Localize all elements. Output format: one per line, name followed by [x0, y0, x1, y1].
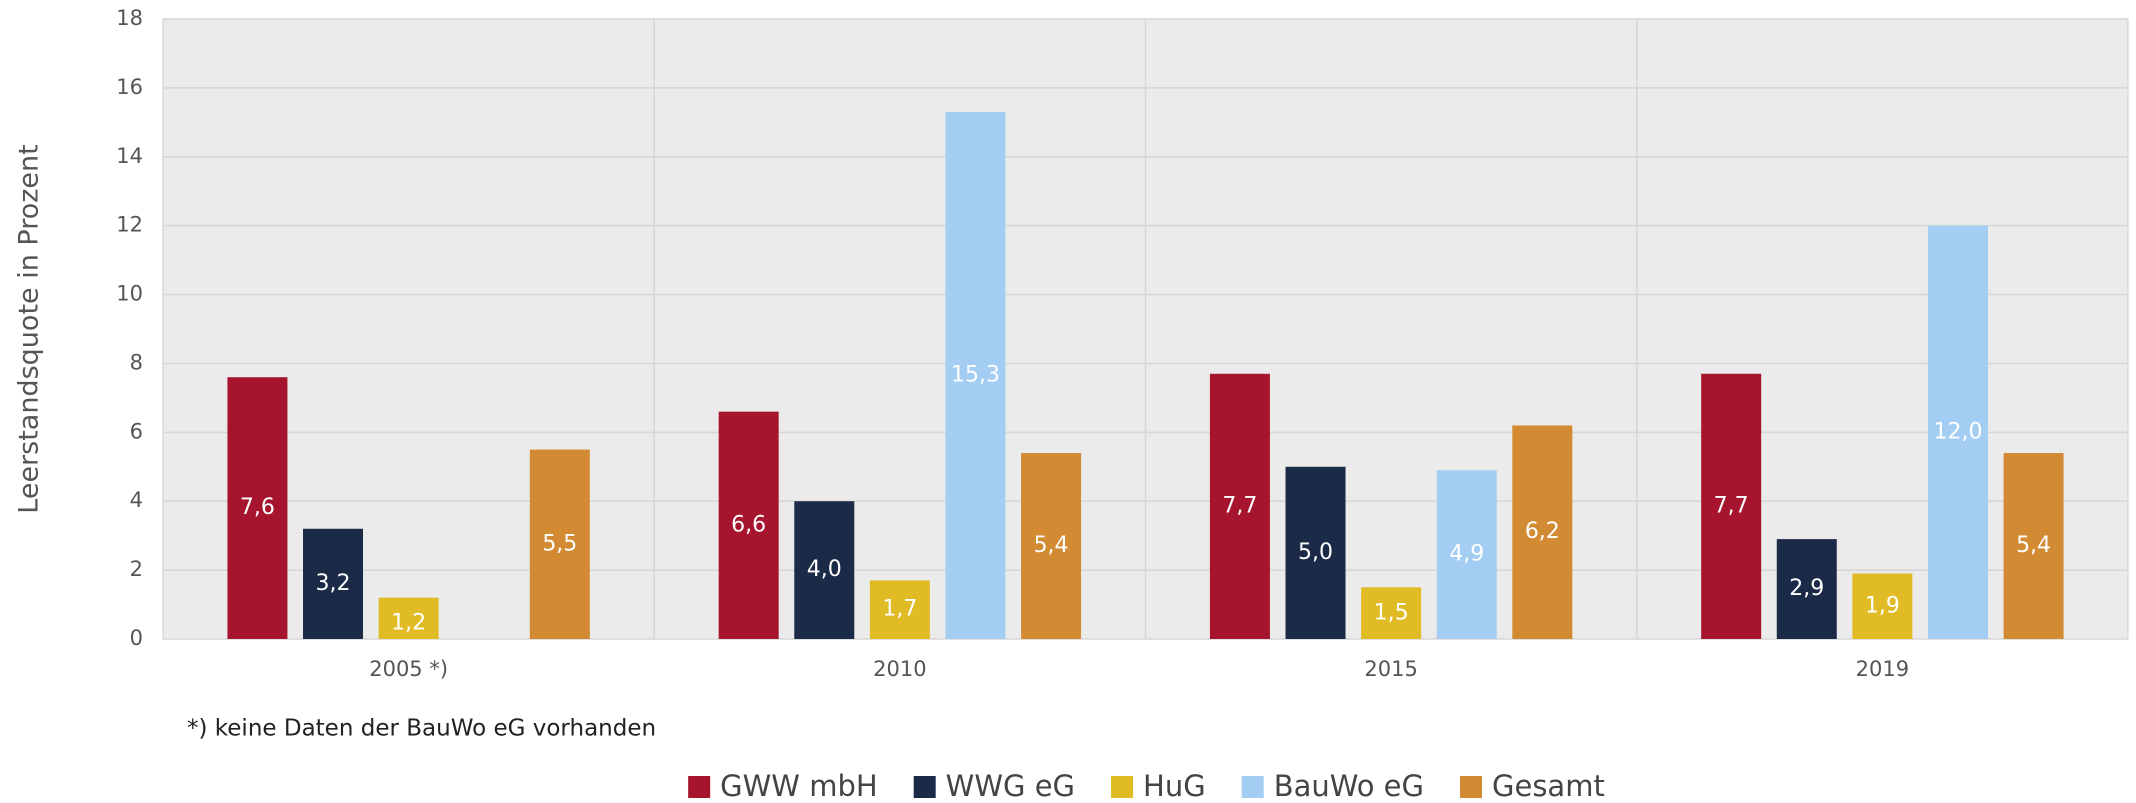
bar	[1701, 373, 1762, 639]
value-label: 1,5	[1374, 600, 1409, 625]
value-label: 4,0	[807, 557, 842, 582]
value-label: 7,7	[1222, 493, 1257, 518]
bar	[1776, 539, 1837, 639]
legend-label: Gesamt	[1492, 769, 1605, 803]
value-label: 5,0	[1298, 540, 1333, 565]
value-label: 1,7	[882, 597, 917, 622]
y-tick-label: 8	[130, 350, 143, 374]
bar	[227, 377, 288, 639]
legend-swatch	[688, 776, 711, 798]
value-label: 15,3	[951, 363, 1000, 388]
value-label: 6,6	[731, 512, 766, 537]
legend-swatch	[913, 776, 936, 798]
value-label: 7,7	[1714, 493, 1749, 518]
bar	[2003, 453, 2064, 639]
bar	[529, 449, 590, 639]
bar	[1927, 225, 1988, 639]
value-label: 7,6	[240, 495, 275, 520]
value-label: 3,2	[316, 571, 351, 596]
value-label: 1,2	[391, 611, 426, 636]
bar	[1436, 470, 1497, 639]
value-label: 12,0	[1933, 419, 1982, 444]
y-tick-label: 4	[130, 488, 143, 512]
legend-label: HuG	[1143, 769, 1206, 803]
legend-swatch	[1460, 776, 1483, 798]
footnote: *) keine Daten der BauWo eG vorhanden	[187, 716, 656, 742]
value-label: 2,9	[1789, 576, 1824, 601]
bar	[1021, 453, 1082, 639]
y-axis-label: Leerstandsquote in Prozent	[14, 144, 45, 513]
x-tick-label: 2019	[1856, 657, 1909, 681]
y-tick-label: 18	[116, 6, 143, 30]
bar	[1361, 587, 1422, 639]
y-tick-label: 12	[116, 213, 143, 237]
value-label: 5,4	[2016, 533, 2051, 558]
bar	[1852, 573, 1913, 639]
bar	[1209, 373, 1270, 639]
y-tick-label: 6	[130, 419, 143, 443]
bar	[718, 411, 779, 639]
y-tick-label: 14	[116, 144, 143, 168]
value-label: 5,4	[1034, 533, 1069, 558]
y-tick-label: 2	[130, 557, 143, 581]
value-label: 4,9	[1449, 542, 1484, 567]
bar	[378, 597, 439, 639]
value-label: 5,5	[542, 531, 577, 556]
y-tick-label: 0	[130, 626, 143, 650]
bar	[869, 580, 930, 639]
x-tick-label: 2015	[1364, 657, 1417, 681]
legend-label: GWW mbH	[720, 769, 878, 803]
value-label: 1,9	[1865, 593, 1900, 618]
bar	[945, 112, 1006, 639]
x-tick-label: 2010	[873, 657, 926, 681]
bar	[303, 528, 364, 639]
legend-label: BauWo eG	[1274, 769, 1424, 803]
bar	[1512, 425, 1573, 639]
legend-label: WWG eG	[946, 769, 1075, 803]
y-tick-label: 10	[116, 282, 143, 306]
legend-swatch	[1111, 776, 1134, 798]
y-tick-label: 16	[116, 75, 143, 99]
bar	[794, 501, 855, 639]
bar	[1285, 466, 1346, 639]
x-tick-label: 2005 *)	[369, 657, 448, 681]
legend-swatch	[1241, 776, 1264, 798]
value-label: 6,2	[1525, 519, 1560, 544]
